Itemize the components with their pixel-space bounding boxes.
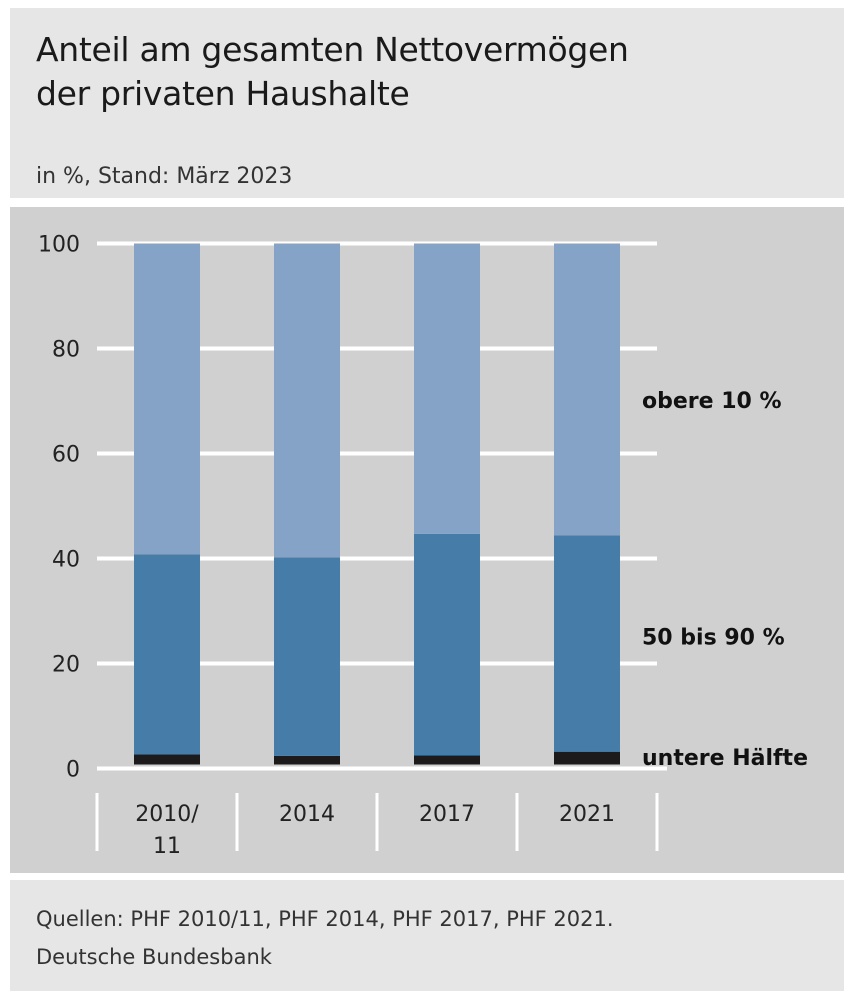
category-separator <box>95 793 99 851</box>
gridline-80 <box>97 346 657 351</box>
series-label: untere Hälfte <box>642 746 808 771</box>
bar-2014-series-2 <box>274 243 340 558</box>
y-tick-label: 100 <box>38 233 80 258</box>
plot-area: 0 20 40 60 80 100 2010/11 2014 2017 2021 untere Hä… <box>10 207 844 873</box>
header: Anteil am gesamten Nettovermögen der priv… <box>10 8 844 198</box>
bar-2014-series-0 <box>274 755 340 765</box>
bar-2021-series-0 <box>554 751 620 765</box>
y-tick-label: 0 <box>66 758 80 783</box>
bar-2017-series-1 <box>414 533 480 756</box>
gridline-0 <box>97 766 667 771</box>
category-separator <box>515 793 519 851</box>
gridline-40 <box>97 556 657 561</box>
footer: Quellen: PHF 2010/11, PHF 2014, PHF 2017… <box>10 880 844 991</box>
sources-note: Quellen: PHF 2010/11, PHF 2014, PHF 2017… <box>36 907 614 931</box>
x-tick-label: 2010/ <box>135 802 199 827</box>
bar-2010-11-series-2 <box>134 243 200 555</box>
title-line-2: der privaten Haushalte <box>36 74 410 113</box>
chart-title: Anteil am gesamten Nettovermögen der priv… <box>36 28 629 116</box>
gridline-100 <box>97 241 657 246</box>
y-tick-label: 60 <box>52 443 80 468</box>
chart-subtitle: in %, Stand: März 2023 <box>36 164 293 189</box>
publisher: Deutsche Bundesbank <box>36 945 272 969</box>
bar-2017-series-0 <box>414 755 480 765</box>
y-tick-label: 20 <box>52 653 80 678</box>
bar-2017-series-2 <box>414 243 480 534</box>
x-tick-label: 11 <box>153 834 181 859</box>
title-line-1: Anteil am gesamten Nettovermögen <box>36 30 629 69</box>
bar-2010-11-series-0 <box>134 754 200 765</box>
bar-2021-series-2 <box>554 243 620 536</box>
category-separator <box>375 793 379 851</box>
x-tick-label: 2021 <box>559 802 615 827</box>
gridline-20 <box>97 661 657 666</box>
bar-2014-series-1 <box>274 557 340 756</box>
series-label: 50 bis 90 % <box>642 625 785 650</box>
gridline-60 <box>97 451 657 456</box>
category-separator <box>655 793 659 851</box>
bar-2010-11-series-1 <box>134 554 200 755</box>
x-tick-label: 2017 <box>419 802 475 827</box>
y-tick-label: 80 <box>52 338 80 363</box>
bar-2021-series-1 <box>554 535 620 752</box>
stacked-bar-chart: 0 20 40 60 80 100 2010/11 2014 2017 2021 untere Hä… <box>38 233 808 860</box>
x-tick-label: 2014 <box>279 802 335 827</box>
series-label: obere 10 % <box>642 389 782 414</box>
y-tick-label: 40 <box>52 548 80 573</box>
category-separator <box>235 793 239 851</box>
